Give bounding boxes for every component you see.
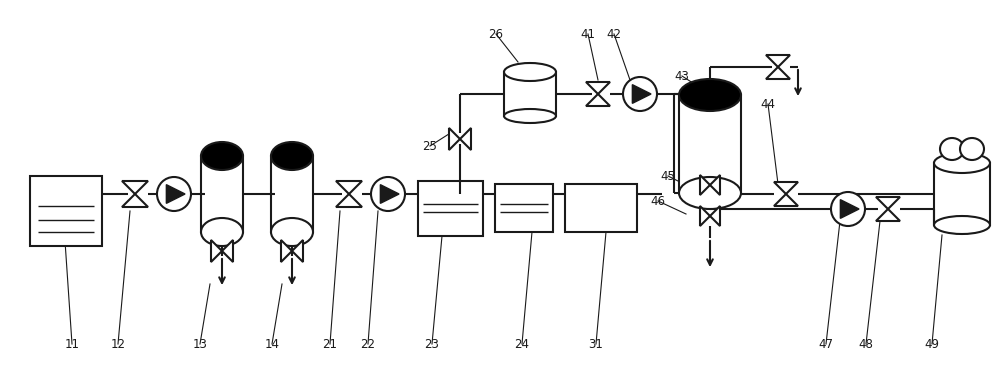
Text: 44: 44 (761, 97, 776, 111)
Ellipse shape (934, 216, 990, 234)
Polygon shape (122, 181, 148, 194)
Text: 24: 24 (514, 337, 530, 351)
Polygon shape (449, 128, 460, 150)
Bar (271, 156, 313, 232)
Polygon shape (632, 85, 651, 103)
Ellipse shape (934, 153, 990, 173)
Polygon shape (876, 209, 900, 221)
Text: 13: 13 (193, 337, 207, 351)
Ellipse shape (201, 218, 243, 246)
Polygon shape (380, 185, 399, 203)
Polygon shape (774, 182, 798, 194)
Polygon shape (166, 185, 185, 203)
Text: 26: 26 (488, 27, 504, 41)
Bar (504, 72, 556, 116)
Text: 23: 23 (425, 337, 439, 351)
Text: 31: 31 (589, 337, 603, 351)
Polygon shape (586, 94, 610, 106)
Bar (679, 95, 741, 193)
Text: 25: 25 (423, 139, 437, 153)
Polygon shape (222, 240, 233, 262)
Polygon shape (336, 194, 362, 207)
Text: 47: 47 (818, 337, 834, 351)
Bar (418, 181, 483, 236)
Polygon shape (122, 194, 148, 207)
Text: 42: 42 (606, 27, 622, 41)
Circle shape (157, 177, 191, 211)
Polygon shape (700, 175, 710, 195)
Bar (201, 156, 243, 232)
Polygon shape (840, 199, 859, 219)
Polygon shape (710, 206, 720, 226)
Circle shape (371, 177, 405, 211)
Text: 22: 22 (360, 337, 376, 351)
Text: 41: 41 (580, 27, 596, 41)
Text: 46: 46 (650, 194, 666, 208)
Text: 49: 49 (924, 337, 940, 351)
Polygon shape (700, 206, 710, 226)
Ellipse shape (271, 218, 313, 246)
Bar (565, 184, 637, 232)
Polygon shape (774, 194, 798, 206)
Ellipse shape (940, 138, 964, 160)
Text: 45: 45 (661, 169, 675, 183)
Polygon shape (876, 197, 900, 209)
Bar (495, 184, 553, 232)
Polygon shape (292, 240, 303, 262)
Text: 12: 12 (110, 337, 126, 351)
Polygon shape (211, 240, 222, 262)
Text: 21: 21 (322, 337, 338, 351)
Ellipse shape (960, 138, 984, 160)
Circle shape (623, 77, 657, 111)
Polygon shape (336, 181, 362, 194)
Text: 48: 48 (859, 337, 873, 351)
Ellipse shape (679, 79, 741, 111)
Text: 14: 14 (264, 337, 280, 351)
Polygon shape (281, 240, 292, 262)
Polygon shape (586, 82, 610, 94)
Ellipse shape (679, 177, 741, 209)
Text: 43: 43 (675, 70, 689, 82)
Ellipse shape (504, 109, 556, 123)
Polygon shape (766, 55, 790, 67)
Circle shape (831, 192, 865, 226)
Text: 11: 11 (64, 337, 80, 351)
Bar (30, 176, 102, 246)
Polygon shape (460, 128, 471, 150)
Bar (934, 163, 990, 225)
Ellipse shape (504, 63, 556, 81)
Polygon shape (710, 175, 720, 195)
Ellipse shape (201, 142, 243, 170)
Ellipse shape (271, 142, 313, 170)
Polygon shape (766, 67, 790, 79)
